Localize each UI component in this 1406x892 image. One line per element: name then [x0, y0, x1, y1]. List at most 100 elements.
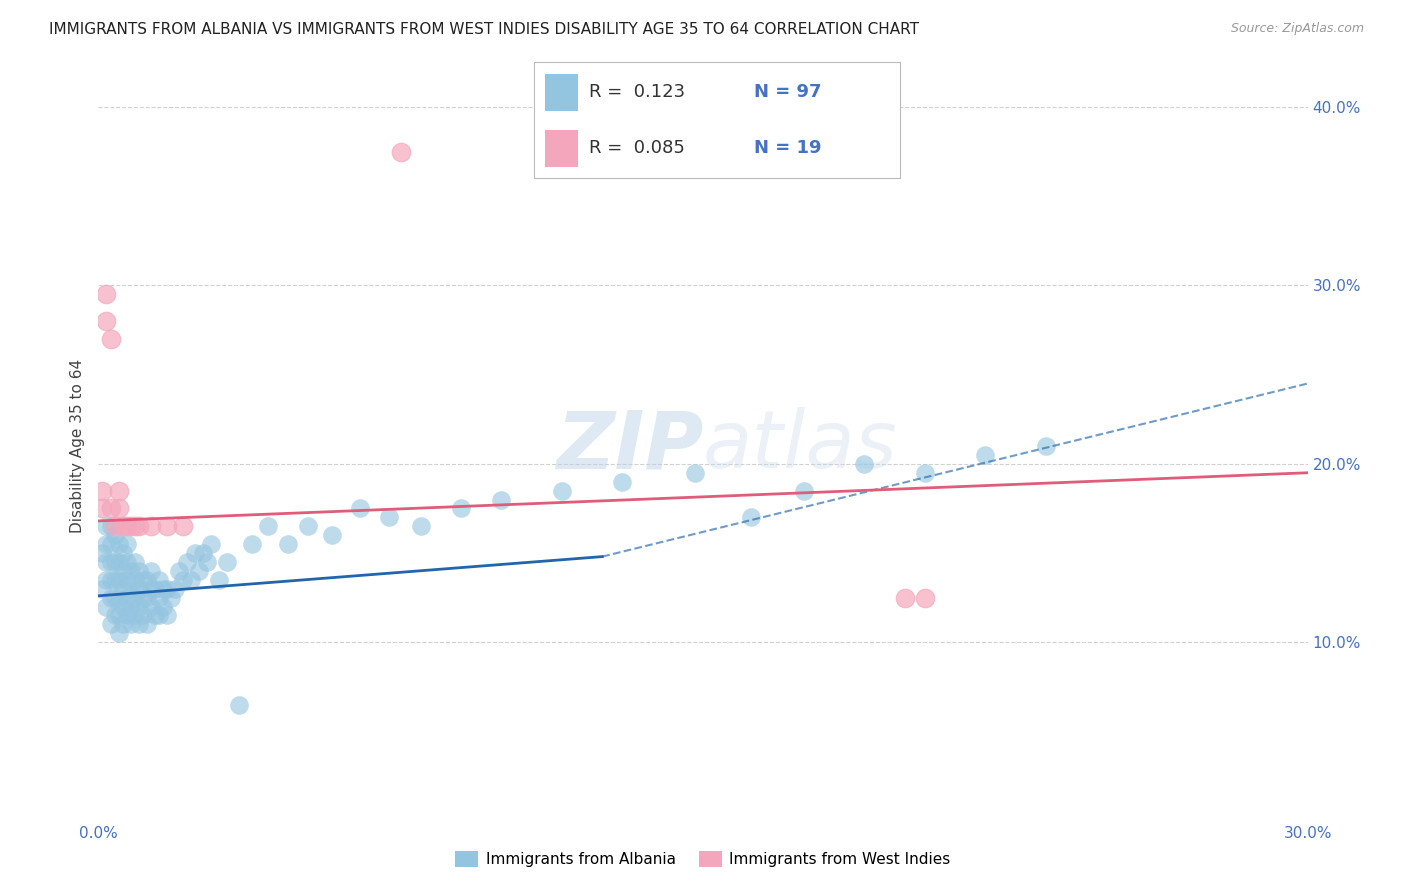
Point: [228, 698, 250, 712]
Point: [377, 510, 399, 524]
Point: [172, 573, 194, 587]
Point: [96, 287, 118, 301]
Point: [100, 591, 122, 605]
Point: [389, 145, 412, 159]
Point: [103, 608, 125, 623]
Point: [156, 582, 179, 596]
Point: [914, 591, 936, 605]
Point: [139, 582, 162, 596]
Point: [107, 555, 129, 569]
Point: [893, 591, 915, 605]
Point: [135, 573, 157, 587]
Point: [167, 564, 190, 578]
Point: [111, 599, 134, 614]
Point: [107, 501, 129, 516]
Point: [135, 591, 157, 605]
FancyBboxPatch shape: [546, 129, 578, 167]
Text: Source: ZipAtlas.com: Source: ZipAtlas.com: [1230, 22, 1364, 36]
Point: [188, 564, 211, 578]
Point: [111, 582, 134, 596]
Point: [740, 510, 762, 524]
Point: [349, 501, 371, 516]
Point: [277, 537, 299, 551]
Point: [124, 591, 146, 605]
Point: [1035, 439, 1057, 453]
Point: [107, 483, 129, 498]
Point: [91, 582, 114, 596]
Point: [297, 519, 319, 533]
Point: [195, 555, 218, 569]
Point: [128, 519, 150, 533]
Point: [208, 573, 231, 587]
Point: [100, 573, 122, 587]
Point: [148, 608, 170, 623]
Point: [111, 546, 134, 560]
Point: [100, 537, 122, 551]
Point: [450, 501, 472, 516]
Point: [148, 591, 170, 605]
Point: [111, 564, 134, 578]
Point: [100, 519, 122, 533]
Point: [100, 332, 122, 346]
Point: [132, 573, 155, 587]
Point: [107, 608, 129, 623]
Point: [128, 582, 150, 596]
Point: [683, 466, 706, 480]
Point: [132, 608, 155, 623]
Point: [180, 573, 202, 587]
Legend: Immigrants from Albania, Immigrants from West Indies: Immigrants from Albania, Immigrants from…: [450, 845, 956, 873]
Point: [107, 573, 129, 587]
Point: [124, 555, 146, 569]
Point: [103, 519, 125, 533]
Point: [853, 457, 876, 471]
Point: [551, 483, 574, 498]
Point: [128, 564, 150, 578]
Point: [115, 555, 138, 569]
Point: [103, 528, 125, 542]
Point: [612, 475, 634, 489]
Point: [193, 546, 215, 560]
Point: [124, 608, 146, 623]
Point: [914, 466, 936, 480]
Point: [103, 555, 125, 569]
Text: N = 97: N = 97: [754, 83, 821, 101]
Point: [115, 537, 138, 551]
Point: [176, 555, 198, 569]
Text: ZIP: ZIP: [555, 407, 703, 485]
Point: [184, 546, 207, 560]
Point: [132, 591, 155, 605]
Point: [96, 519, 118, 533]
Text: N = 19: N = 19: [754, 138, 821, 157]
Point: [103, 591, 125, 605]
Point: [139, 599, 162, 614]
Point: [120, 519, 142, 533]
Point: [152, 599, 174, 614]
Point: [128, 617, 150, 632]
Point: [156, 519, 179, 533]
Text: atlas: atlas: [703, 407, 898, 485]
Point: [163, 582, 186, 596]
Point: [321, 528, 343, 542]
Point: [91, 501, 114, 516]
Point: [115, 573, 138, 587]
Point: [107, 626, 129, 640]
Point: [139, 564, 162, 578]
Point: [100, 617, 122, 632]
Point: [115, 608, 138, 623]
Point: [100, 555, 122, 569]
Point: [139, 519, 162, 533]
Point: [120, 599, 142, 614]
Point: [143, 582, 166, 596]
Point: [256, 519, 278, 533]
Point: [111, 519, 134, 533]
Point: [120, 617, 142, 632]
Point: [491, 492, 513, 507]
Point: [120, 582, 142, 596]
Point: [409, 519, 432, 533]
Point: [200, 537, 222, 551]
Point: [793, 483, 815, 498]
Point: [148, 573, 170, 587]
Point: [111, 617, 134, 632]
Text: R =  0.085: R = 0.085: [589, 138, 685, 157]
Point: [128, 599, 150, 614]
